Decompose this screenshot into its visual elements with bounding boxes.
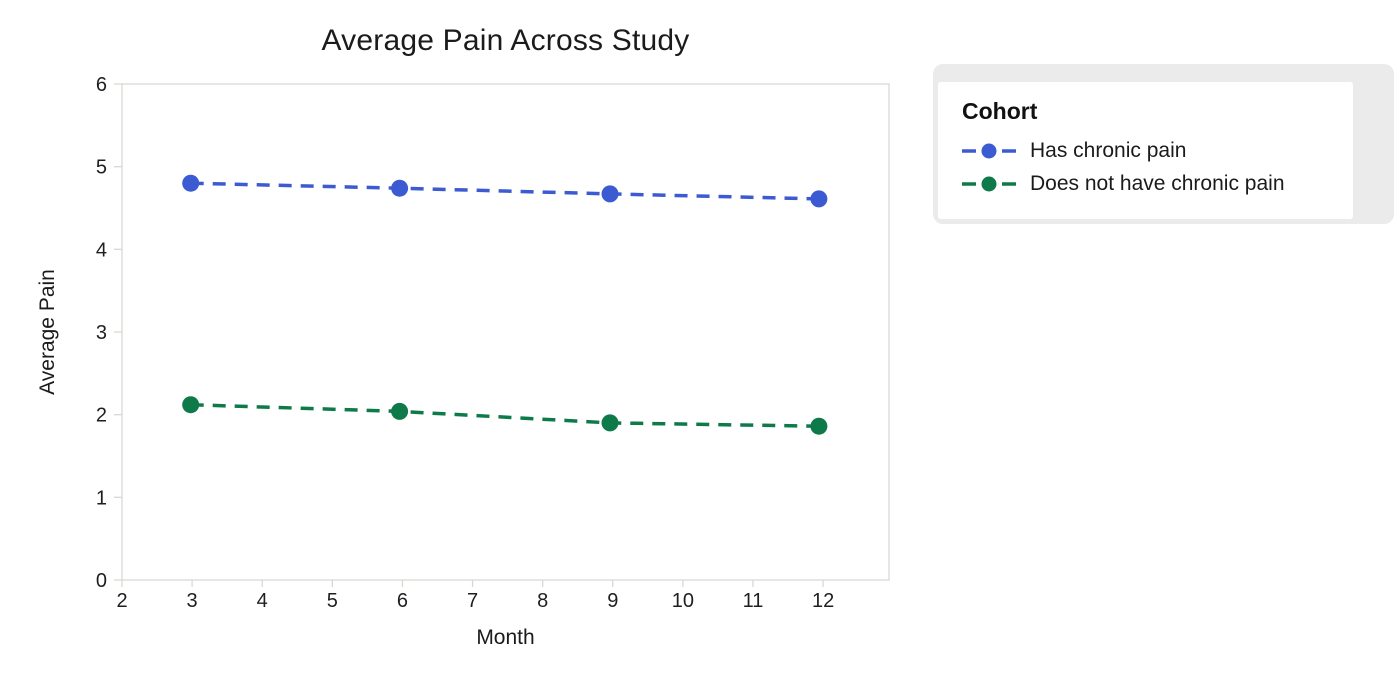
x-tick-label: 12 bbox=[812, 590, 834, 612]
x-tick-label: 3 bbox=[187, 590, 198, 612]
x-tick-label: 5 bbox=[327, 590, 338, 612]
data-point bbox=[810, 190, 828, 208]
legend: Cohort Has chronic pain Does not have chr… bbox=[938, 82, 1353, 219]
x-tick-label: 8 bbox=[537, 590, 548, 612]
legend-marker-icon bbox=[962, 143, 1016, 158]
plot-frame bbox=[121, 83, 890, 581]
y-tick-label: 2 bbox=[96, 405, 107, 427]
legend-marker-icon bbox=[962, 176, 1016, 191]
data-point bbox=[601, 414, 619, 432]
x-tick-label: 2 bbox=[116, 590, 127, 612]
data-point bbox=[182, 396, 200, 414]
x-tick-label: 7 bbox=[467, 590, 478, 612]
legend-item-label: Does not have chronic pain bbox=[1030, 171, 1285, 195]
y-tick-label: 0 bbox=[96, 570, 107, 592]
y-tick-label: 4 bbox=[96, 239, 107, 261]
series-line bbox=[190, 402, 819, 428]
legend-item-label: Has chronic pain bbox=[1030, 138, 1187, 162]
y-tick-label: 6 bbox=[96, 74, 107, 96]
x-tick-label: 10 bbox=[672, 590, 694, 612]
x-axis-label: Month bbox=[476, 626, 535, 649]
data-point bbox=[182, 174, 200, 192]
data-point bbox=[601, 185, 619, 203]
x-tick-label: 6 bbox=[397, 590, 408, 612]
y-tick-label: 3 bbox=[96, 322, 107, 344]
y-tick-label: 1 bbox=[96, 487, 107, 509]
data-point bbox=[391, 402, 409, 420]
legend-item: Does not have chronic pain bbox=[962, 167, 1353, 200]
x-tick-label: 11 bbox=[743, 590, 764, 612]
series-line bbox=[190, 181, 819, 201]
y-tick-label: 5 bbox=[96, 157, 107, 179]
legend-item: Has chronic pain bbox=[962, 134, 1353, 167]
chart-title: Average Pain Across Study bbox=[321, 24, 690, 57]
x-tick-label: 4 bbox=[257, 590, 268, 612]
data-point bbox=[391, 179, 409, 197]
legend-items: Has chronic pain Does not have chronic pa… bbox=[962, 134, 1353, 200]
legend-title: Cohort bbox=[962, 98, 1038, 124]
data-point bbox=[810, 417, 828, 435]
x-tick-label: 9 bbox=[607, 590, 618, 612]
